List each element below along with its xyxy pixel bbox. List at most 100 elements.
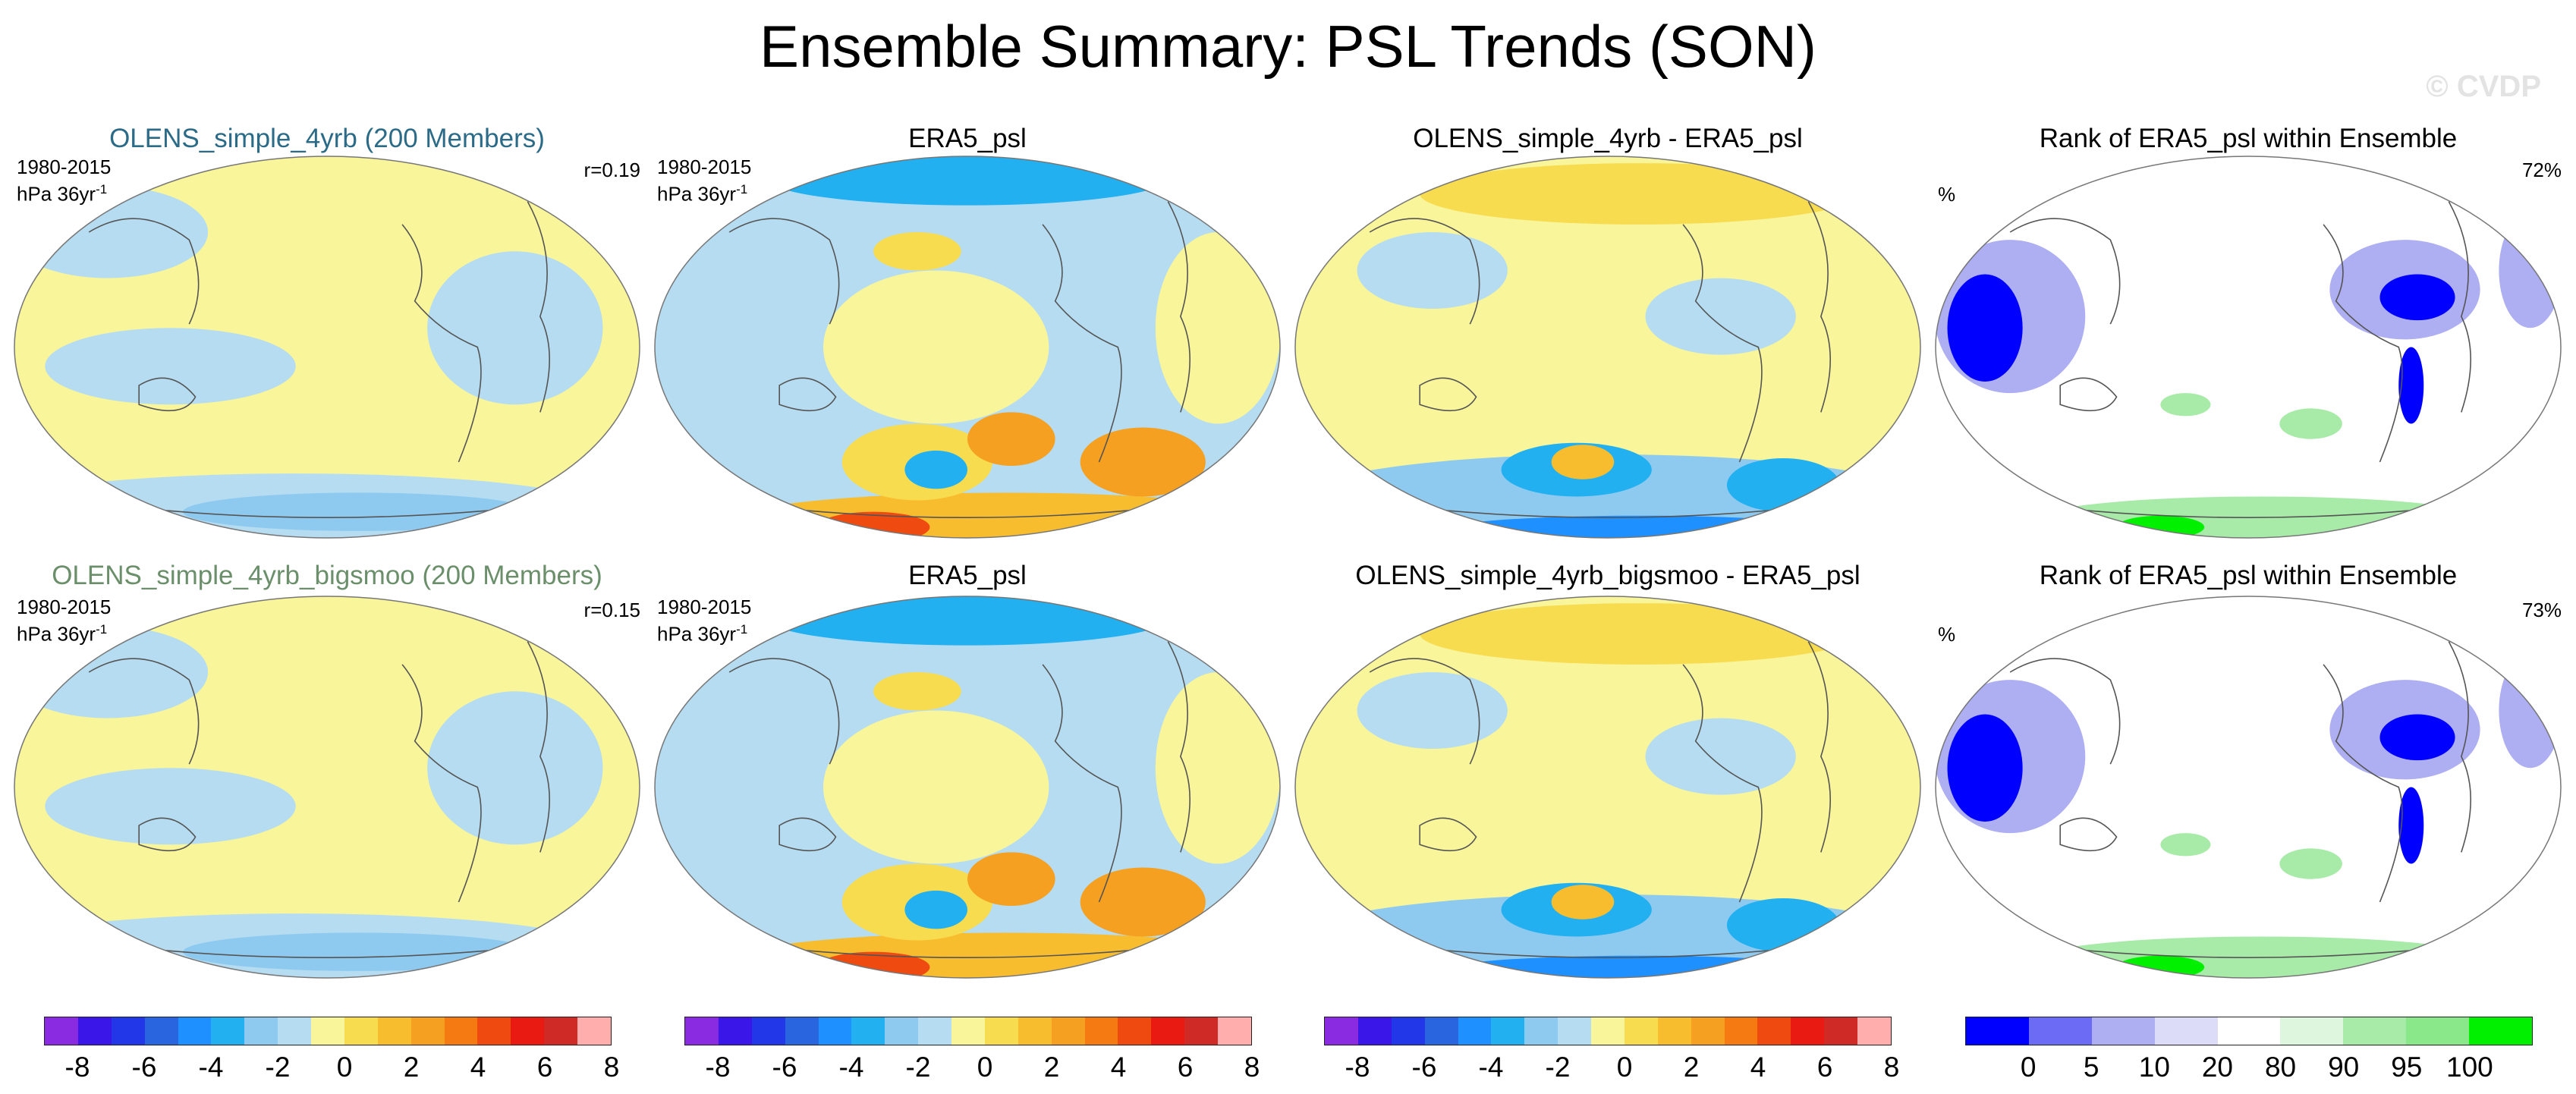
colorbar-swatch	[1724, 1017, 1758, 1045]
field-region	[183, 932, 534, 971]
colorbar-swatch	[685, 1017, 719, 1045]
map-obs	[654, 596, 1281, 979]
units-label: hPa 36yr-1	[657, 178, 751, 206]
page-title: Ensemble Summary: PSL Trends (SON)	[760, 13, 1816, 80]
panel-units: %	[1938, 183, 1955, 206]
colorbar-swatch	[851, 1017, 885, 1045]
map-field	[14, 156, 640, 538]
colorbar-tick-label: -6	[131, 1052, 157, 1083]
colorbar-tick-label: 8	[603, 1052, 620, 1083]
colorbar-tick-label: 4	[470, 1052, 486, 1083]
units-text: %	[1938, 183, 1956, 206]
period-label: 1980-2015	[17, 156, 112, 178]
panel-units: %	[1938, 623, 1955, 646]
coastline-africa	[527, 201, 551, 413]
panel-units: 1980-2015 hPa 36yr-1	[17, 596, 111, 646]
coastline-asia	[728, 218, 840, 325]
colorbar-swatch	[111, 1017, 145, 1045]
colorbar-tick-label: 20	[2201, 1052, 2234, 1083]
colorbar-tick-label: -6	[1411, 1052, 1437, 1083]
coastline-africa	[1807, 201, 1832, 413]
colorbar-tick-label: 5	[2083, 1052, 2099, 1083]
coastline-americas	[1042, 224, 1122, 463]
colorbar-tick-label: 4	[1110, 1052, 1127, 1083]
field-region	[823, 270, 1049, 424]
units-label: %	[1938, 623, 1955, 646]
units-exponent: -1	[96, 182, 108, 196]
coastline-americas	[1042, 664, 1122, 903]
colorbar-swatch	[1591, 1017, 1625, 1045]
field-region	[427, 691, 603, 845]
colorbar-tick-label: 4	[1750, 1052, 1766, 1083]
coastline-australia	[778, 817, 837, 852]
field-region	[2279, 408, 2342, 439]
colorbar-tick-label: 6	[536, 1052, 553, 1083]
units-label: %	[1938, 183, 1955, 206]
field-region	[1551, 445, 1615, 479]
colorbar-tick-label: 2	[1683, 1052, 1700, 1083]
colorbar-tick-label: -4	[198, 1052, 224, 1083]
field-region	[1080, 427, 1206, 497]
coastline-asia	[2009, 658, 2121, 765]
field-region	[1357, 232, 1508, 309]
coastlines	[1369, 641, 1832, 959]
units-exponent: -1	[736, 182, 748, 196]
colorbar-tick-label: -8	[1345, 1052, 1370, 1083]
colorbar-swatch	[511, 1017, 545, 1045]
colorbar-swatch	[45, 1017, 78, 1045]
panel-title: Rank of ERA5_psl within Ensemble	[2039, 561, 2458, 590]
colorbar-tick-label: 2	[403, 1052, 420, 1083]
colorbar-2: -8 -6 -4 -2 0 2 4 6 8	[684, 1017, 1260, 1083]
field-region	[1420, 603, 1859, 665]
field-region	[2379, 714, 2455, 761]
panel-title: ERA5_psl	[908, 561, 1027, 590]
colorbar-swatch	[1824, 1017, 1857, 1045]
colorbar-tick-label: 8	[1244, 1052, 1260, 1083]
colorbar-swatch	[1491, 1017, 1525, 1045]
colorbar-swatch	[244, 1017, 278, 1045]
period-label: 1980-2015	[657, 596, 752, 618]
colorbar-swatch	[410, 1017, 445, 1045]
coastlines	[2009, 201, 2472, 519]
field-region	[1645, 718, 1796, 795]
colorbar-swatch	[278, 1017, 311, 1045]
colorbar-3: -8 -6 -4 -2 0 2 4 6 8	[1324, 1017, 1899, 1083]
colorbar-swatch	[144, 1017, 178, 1045]
coastlines	[728, 641, 1191, 959]
colorbar-swatch	[377, 1017, 411, 1045]
colorbar-swatch	[1218, 1017, 1251, 1045]
colorbar-swatch	[951, 1017, 985, 1045]
map-field	[1936, 596, 2561, 978]
colorbar-1: -8 -6 -4 -2 0 2 4 6 8	[44, 1017, 619, 1083]
colorbar-swatch	[984, 1017, 1018, 1045]
coastlines	[2009, 641, 2472, 959]
coastline-americas	[1682, 224, 1763, 463]
coastline-asia	[88, 218, 200, 325]
colorbar-swatch	[2091, 1017, 2155, 1045]
field-region	[45, 328, 296, 405]
coastlines	[88, 201, 551, 519]
colorbar-swatch	[751, 1017, 785, 1045]
field-region	[873, 232, 961, 271]
map-diff	[1294, 596, 1921, 979]
panel-title: Rank of ERA5_psl within Ensemble	[2039, 124, 2458, 153]
colorbar-swatch	[1857, 1017, 1891, 1045]
coastline-americas	[401, 224, 482, 463]
map-rank	[1935, 596, 2562, 979]
panel-stat: 73%	[2521, 599, 2562, 621]
panel-stat: 72%	[2521, 159, 2562, 181]
coastline-australia	[138, 817, 197, 852]
coastline-antarctica	[139, 947, 515, 959]
colorbar-tick-label: -2	[1545, 1052, 1571, 1083]
colorbar-swatch	[311, 1017, 344, 1045]
coastline-africa	[1167, 201, 1191, 413]
colorbar-tick-label: 90	[2328, 1052, 2360, 1083]
coastlines	[1369, 201, 1832, 519]
coastline-asia	[1369, 658, 1480, 765]
map-field	[1936, 156, 2561, 538]
colorbar-swatch	[1018, 1017, 1052, 1045]
colorbar-swatch	[2217, 1017, 2281, 1045]
field-region	[45, 768, 296, 845]
colorbar-swatch	[718, 1017, 752, 1045]
panel-title: OLENS_simple_4yrb (200 Members)	[109, 124, 545, 153]
